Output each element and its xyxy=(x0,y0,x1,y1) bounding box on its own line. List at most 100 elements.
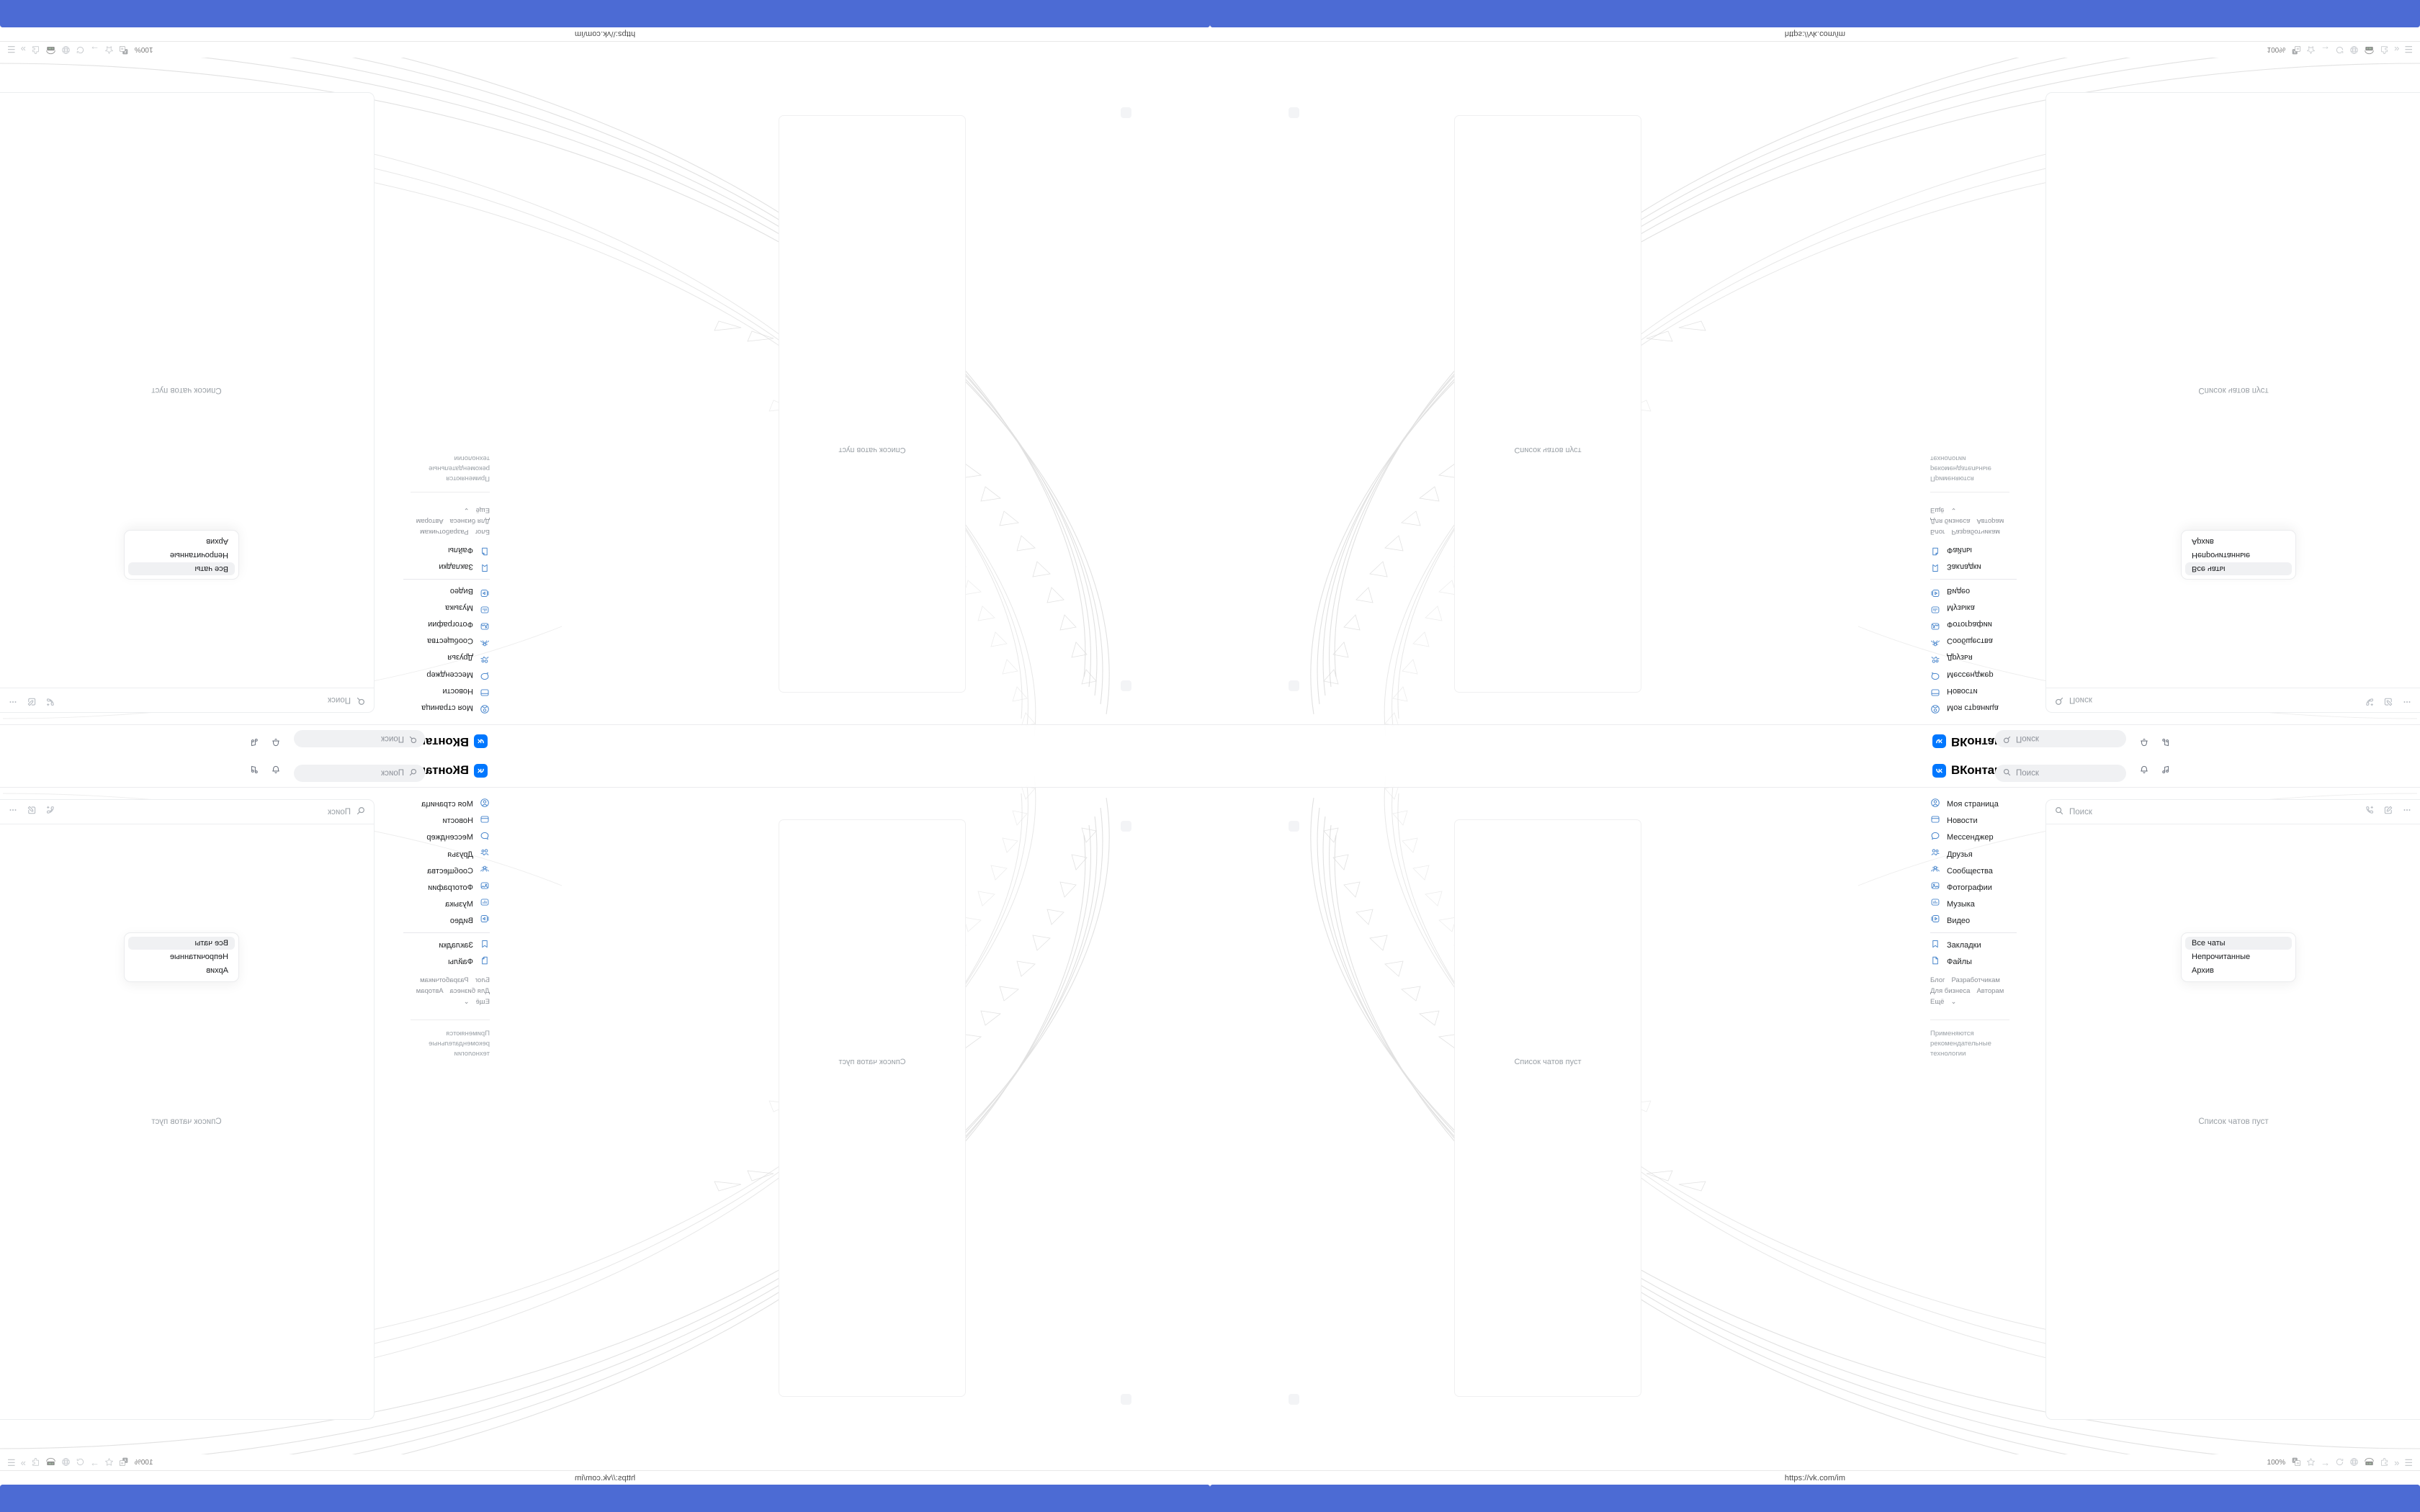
filter-item-all-chats[interactable]: Все чаты xyxy=(2185,937,2292,950)
tab-vk-2[interactable]: VK xyxy=(1210,0,2420,27)
footer-link-business[interactable]: Для бизнеса xyxy=(449,987,490,996)
menu-icon[interactable]: ☰ xyxy=(7,44,16,55)
sidebar-item-files[interactable]: Файлы xyxy=(1930,545,2031,556)
footer-link-authors[interactable]: Авторам xyxy=(1976,516,2004,525)
new-call-icon[interactable] xyxy=(45,805,55,819)
filter-item-archive[interactable]: Архив xyxy=(2192,537,2214,546)
reload-icon[interactable] xyxy=(76,45,85,55)
address-bar[interactable]: https://vk.com/im xyxy=(0,26,1210,42)
sidebar-item-friends[interactable]: Друзья xyxy=(1930,849,2031,860)
address-bar[interactable]: https://vk.com/im xyxy=(1210,26,2420,42)
notifications-bell-icon[interactable] xyxy=(2139,765,2149,778)
global-search-input[interactable]: Поиск xyxy=(294,765,425,782)
messenger-search-input[interactable]: Поиск xyxy=(2055,806,2359,819)
footer-link-developers[interactable]: Разработчикам xyxy=(1951,976,2000,985)
filter-item-all-chats[interactable]: Все чаты xyxy=(128,937,235,950)
address-bar[interactable]: https://vk.com/im xyxy=(1210,1470,2420,1486)
sidebar-item-files[interactable]: Файлы xyxy=(389,545,490,556)
music-note-icon[interactable] xyxy=(249,734,259,747)
footer-link-developers[interactable]: Разработчикам xyxy=(1951,527,2000,536)
forward-arrow-icon[interactable]: → xyxy=(2321,1457,2331,1468)
downloads-icon[interactable]: 6.8K xyxy=(45,1457,56,1468)
compose-message-icon[interactable] xyxy=(2383,693,2393,707)
sidebar-item-news[interactable]: Новости xyxy=(389,816,490,827)
sidebar-item-news[interactable]: Новости xyxy=(389,685,490,696)
forward-arrow-icon[interactable]: → xyxy=(2321,44,2331,55)
corner-chip-bottom[interactable] xyxy=(1121,107,1131,118)
globe-icon[interactable] xyxy=(2349,45,2359,55)
globe-icon[interactable] xyxy=(61,1457,71,1468)
messenger-search-input[interactable]: Поиск xyxy=(61,806,365,819)
sidebar-item-files[interactable]: Файлы xyxy=(1930,956,2031,968)
globe-icon[interactable] xyxy=(2349,1457,2359,1468)
extensions-icon[interactable] xyxy=(31,45,40,55)
sidebar-item-messenger[interactable]: Мессенджер xyxy=(1930,832,2031,843)
corner-chip-top[interactable] xyxy=(1289,821,1299,832)
chevron-down-icon[interactable]: ⌄ xyxy=(1950,506,1957,515)
sidebar-item-my-page[interactable]: Моя страница xyxy=(389,798,490,810)
compose-message-icon[interactable] xyxy=(2383,805,2393,819)
footer-link-blog[interactable]: Блог xyxy=(475,976,490,985)
music-note-icon[interactable] xyxy=(249,765,259,778)
sidebar-item-bookmarks[interactable]: Закладки xyxy=(389,562,490,572)
vk-brand[interactable]: ВКонтакте xyxy=(407,734,488,749)
sidebar-item-bookmarks[interactable]: Закладки xyxy=(1930,562,2031,572)
chevrons-right-icon[interactable]: » xyxy=(20,44,26,55)
downloads-icon[interactable]: 6.8K xyxy=(45,45,56,55)
footer-link-authors[interactable]: Авторам xyxy=(1976,987,2004,996)
footer-link-authors[interactable]: Авторам xyxy=(416,987,444,996)
corner-chip-top[interactable] xyxy=(1121,680,1131,691)
bookmark-star-icon[interactable] xyxy=(2306,45,2316,55)
corner-chip-bottom[interactable] xyxy=(1289,107,1299,118)
extensions-icon[interactable] xyxy=(2380,45,2389,55)
sidebar-item-music[interactable]: Музыка xyxy=(1930,603,2031,613)
sidebar-item-friends[interactable]: Друзья xyxy=(389,652,490,663)
filter-item-all-chats[interactable]: Все чаты xyxy=(2185,562,2292,575)
sidebar-item-photos[interactable]: Фотографии xyxy=(1930,619,2031,630)
chevron-down-icon[interactable]: ⌄ xyxy=(463,506,470,515)
extensions-icon[interactable] xyxy=(31,1457,40,1468)
chevrons-right-icon[interactable]: » xyxy=(2394,1457,2400,1468)
footer-link-more[interactable]: Ещё xyxy=(475,997,490,1006)
sidebar-item-news[interactable]: Новости xyxy=(1930,685,2031,696)
sidebar-item-communities[interactable]: Сообщества xyxy=(1930,865,2031,876)
reload-icon[interactable] xyxy=(76,1457,85,1468)
sidebar-item-my-page[interactable]: Моя страница xyxy=(1930,703,2031,714)
sidebar-item-video[interactable]: Видео xyxy=(1930,586,2031,597)
footer-link-blog[interactable]: Блог xyxy=(1930,527,1945,536)
messenger-search-input[interactable]: Поиск xyxy=(61,694,365,707)
footer-link-business[interactable]: Для бизнеса xyxy=(1930,516,1971,525)
sidebar-item-news[interactable]: Новости xyxy=(1930,816,2031,827)
chevrons-right-icon[interactable]: » xyxy=(20,1457,26,1468)
sidebar-item-friends[interactable]: Друзья xyxy=(389,849,490,860)
reload-icon[interactable] xyxy=(2335,1457,2344,1468)
filter-item-all-chats[interactable]: Все чаты xyxy=(128,562,235,575)
music-note-icon[interactable] xyxy=(2161,765,2171,778)
chevron-down-icon[interactable]: ⌄ xyxy=(1950,997,1957,1006)
menu-icon[interactable]: ☰ xyxy=(2404,1457,2413,1468)
chevrons-right-icon[interactable]: » xyxy=(2394,44,2400,55)
reload-icon[interactable] xyxy=(2335,45,2344,55)
more-options-icon[interactable] xyxy=(2402,805,2412,819)
footer-link-more[interactable]: Ещё xyxy=(1930,506,1945,515)
zoom-level-label[interactable]: 100% xyxy=(134,45,153,54)
sidebar-item-messenger[interactable]: Мессенджер xyxy=(389,832,490,843)
messenger-search-input[interactable]: Поиск xyxy=(2055,694,2359,707)
filter-item-unread[interactable]: Непрочитанные xyxy=(2192,551,2251,559)
sidebar-item-friends[interactable]: Друзья xyxy=(1930,652,2031,663)
downloads-icon[interactable]: 6.8K xyxy=(2364,1457,2375,1468)
notifications-bell-icon[interactable] xyxy=(2139,734,2149,747)
extensions-icon[interactable] xyxy=(2380,1457,2389,1468)
footer-link-more[interactable]: Ещё xyxy=(1930,997,1945,1006)
sidebar-item-video[interactable]: Видео xyxy=(389,915,490,927)
sidebar-item-communities[interactable]: Сообщества xyxy=(389,636,490,647)
sidebar-item-bookmarks[interactable]: Закладки xyxy=(389,940,490,951)
filter-item-archive[interactable]: Архив xyxy=(206,966,228,975)
footer-link-business[interactable]: Для бизнеса xyxy=(449,516,490,525)
compose-message-icon[interactable] xyxy=(27,805,37,819)
global-search-input[interactable]: Поиск xyxy=(1995,730,2126,747)
sidebar-item-bookmarks[interactable]: Закладки xyxy=(1930,940,2031,951)
tab-vk-2[interactable]: VK xyxy=(0,0,1210,27)
